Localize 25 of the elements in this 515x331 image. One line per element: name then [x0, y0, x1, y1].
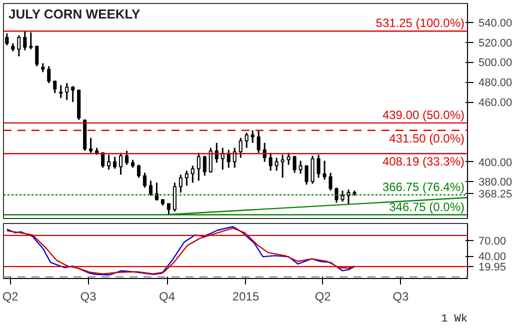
ref-line-label: 366.75 (76.4%): [382, 180, 465, 194]
ref-line-label: 408.19 (33.3%): [382, 154, 465, 169]
ref-line-label: 531.25 (100.0%): [376, 16, 465, 30]
x-tick-label: Q3: [80, 290, 97, 304]
y-tick-label: 40.00: [478, 251, 506, 264]
y-tick-label: 380.00: [478, 176, 512, 189]
y-tick-label: 70.00: [478, 236, 506, 248]
x-tick-label: Q3: [392, 290, 410, 304]
x-tick-label: Q2: [2, 290, 19, 304]
y-tick-label: 540.00: [478, 17, 512, 30]
x-tick-label: Q2: [314, 290, 332, 304]
y-tick-label: 500.00: [478, 57, 512, 70]
ref-line-label: 439.00 (50.0%): [382, 108, 465, 122]
y-tick-label: 400.00: [478, 156, 512, 169]
y-tick-label: 460.00: [478, 97, 512, 110]
y-tick-label: 19.95: [478, 262, 506, 274]
ref-line-label: 346.75 (0.0%): [389, 200, 465, 214]
x-tick-label: Q4: [159, 290, 176, 304]
text: 1 Wk: [441, 314, 468, 326]
y-tick-label: 480.00: [478, 77, 512, 90]
y-tick-label: 368.25: [478, 188, 512, 200]
ref-line-label: 431.50 (0.0%): [389, 131, 465, 146]
y-tick-label: 520.00: [478, 37, 512, 50]
chart-title: JULY CORN WEEKLY: [8, 6, 141, 22]
x-tick-label: 2015: [232, 290, 260, 304]
